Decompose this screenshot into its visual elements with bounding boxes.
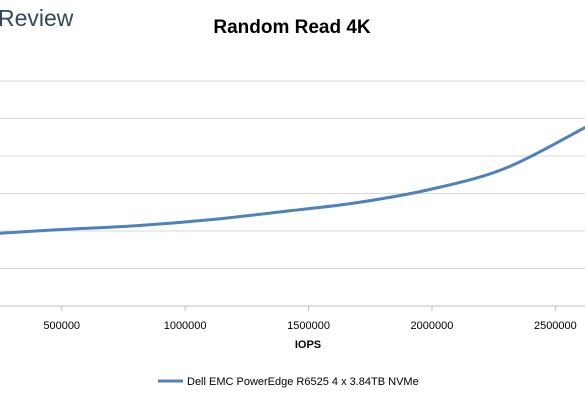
- legend-label: Dell EMC PowerEdge R6525 4 x 3.84TB NVMe: [187, 376, 419, 388]
- series-layer: [0, 126, 585, 235]
- gridlines: [0, 80, 585, 269]
- x-tick-label-3: 2000000: [411, 320, 454, 332]
- x-axis-ticks: 500000 1000000 1500000 2000000 2500000: [43, 306, 577, 332]
- chart-title: Random Read 4K: [213, 17, 371, 38]
- x-axis-label: IOPS: [295, 339, 321, 351]
- x-tick-label-4: 2500000: [534, 320, 577, 332]
- brand-fragment: Review: [0, 5, 74, 31]
- x-tick-label-1: 1000000: [164, 320, 207, 332]
- x-tick-label-2: 1500000: [287, 320, 330, 332]
- series-line-0: [0, 126, 585, 235]
- legend: Dell EMC PowerEdge R6525 4 x 3.84TB NVMe: [158, 376, 419, 388]
- x-tick-label-0: 500000: [43, 320, 80, 332]
